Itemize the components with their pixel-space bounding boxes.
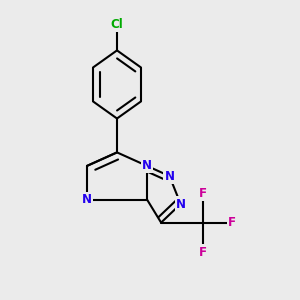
Text: Cl: Cl <box>111 17 123 31</box>
Text: F: F <box>199 187 206 200</box>
Text: N: N <box>164 169 175 183</box>
Text: F: F <box>199 245 206 259</box>
Text: N: N <box>142 159 152 172</box>
Text: N: N <box>176 197 186 211</box>
Text: F: F <box>228 216 236 229</box>
Text: N: N <box>82 193 92 206</box>
